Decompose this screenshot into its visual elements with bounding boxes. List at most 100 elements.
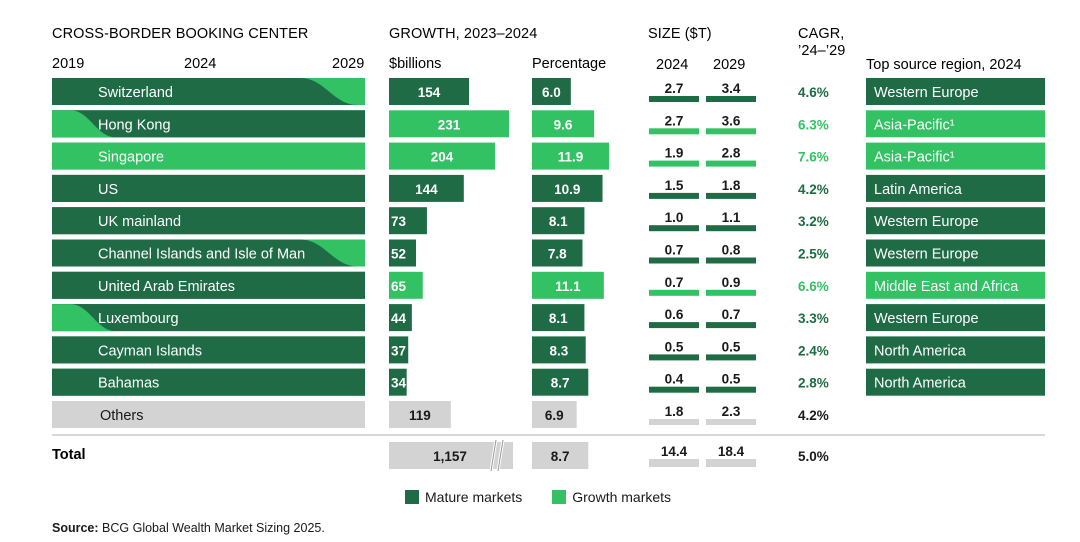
- cagr-label: 3.3%: [798, 311, 829, 326]
- region-box: [866, 110, 1045, 138]
- center-bar-fill: [52, 78, 365, 105]
- region-label: Asia-Pacific¹: [874, 150, 955, 166]
- billions-bar: [389, 401, 451, 428]
- percentage-bar: [532, 336, 586, 364]
- row-7: United Arab Emirates 65 11.1 0.7 0.9 6.6% Midd…: [52, 271, 1045, 299]
- size-2024-bar: [649, 128, 699, 135]
- size-2029-label: 0.9: [722, 275, 741, 290]
- region-box: [866, 174, 1045, 202]
- size-2024-bar: [649, 289, 699, 296]
- size-2029-bar: [706, 192, 756, 199]
- center-bar-2029: [300, 239, 365, 267]
- size-2024-bar: [649, 322, 699, 329]
- cagr-label: 4.2%: [798, 182, 829, 197]
- center-label: Switzerland: [98, 85, 173, 101]
- center-label: Singapore: [98, 150, 164, 166]
- size-2029-bar: [706, 322, 756, 329]
- header-center: CROSS-BORDER BOOKING CENTER: [52, 26, 308, 42]
- row-6: Channel Islands and Isle of Man 52 7.8 0.7 0…: [52, 239, 1045, 267]
- size-2029-label: 1.8: [722, 178, 741, 193]
- billions-bar: [389, 304, 412, 332]
- billions-bar: [389, 142, 495, 170]
- size-2024-label: 0.7: [665, 275, 684, 290]
- row-10: Bahamas 34 8.7 0.4 0.5 2.8% North America: [52, 368, 1045, 396]
- row-4: US 144 10.9 1.5 1.8 4.2% Latin America: [52, 174, 1045, 202]
- region-box: [866, 368, 1045, 396]
- header-year-2029: 2029: [332, 56, 364, 72]
- center-label: Hong Kong: [98, 117, 171, 133]
- percentage-label: 6.0: [542, 85, 561, 100]
- total-percentage-label: 8.7: [551, 449, 570, 464]
- size-2024-label: 0.6: [665, 307, 684, 322]
- region-box: [866, 239, 1045, 267]
- percentage-bar: [532, 78, 571, 105]
- size-2024-bar: [649, 257, 699, 264]
- center-bar-2019: [52, 304, 116, 332]
- source-note: Source: BCG Global Wealth Market Sizing …: [52, 521, 325, 535]
- cagr-label: 4.6%: [798, 85, 829, 100]
- billions-label: 231: [438, 117, 461, 132]
- size-2029-label: 0.5: [722, 372, 741, 387]
- row-9: Cayman Islands 37 8.3 0.5 0.5 2.4% North Ameri…: [52, 336, 1045, 364]
- center-label: UK mainland: [98, 214, 181, 230]
- row-3: Singapore 204 11.9 1.9 2.8 7.6% Asia-Pacific¹: [52, 142, 1045, 170]
- size-2024-label: 1.9: [665, 146, 684, 161]
- billions-label: 73: [391, 214, 407, 229]
- billions-label: 65: [391, 279, 407, 294]
- header-size-2029: 2029: [713, 57, 745, 73]
- billions-label: 154: [418, 85, 441, 100]
- row-2: Hong Kong 231 9.6 2.7 3.6 6.3% Asia-Pacific¹: [52, 110, 1045, 138]
- header-billions: $billions: [389, 56, 441, 72]
- billions-bar: [389, 174, 464, 202]
- size-2024-label: 2.7: [665, 113, 684, 128]
- size-2024-label: 1.5: [665, 178, 684, 193]
- cagr-label: 3.2%: [798, 214, 829, 229]
- center-bar-2019: [52, 336, 365, 364]
- cagr-label: 2.5%: [798, 247, 829, 262]
- total-size-2024-bar: [649, 459, 699, 467]
- percentage-label: 9.6: [554, 117, 573, 132]
- percentage-label: 8.3: [549, 343, 568, 358]
- percentage-label: 8.7: [551, 376, 570, 391]
- source-text: BCG Global Wealth Market Sizing 2025.: [102, 521, 325, 535]
- size-2029-label: 0.8: [722, 243, 741, 258]
- region-label: Western Europe: [874, 214, 979, 230]
- size-2024-label: 2.7: [665, 81, 684, 96]
- center-label: Bahamas: [98, 376, 159, 392]
- percentage-label: 8.1: [549, 311, 568, 326]
- legend-label-growth: Growth markets: [572, 489, 672, 505]
- legend-label-mature: Mature markets: [425, 489, 523, 505]
- center-label: US: [98, 182, 118, 198]
- billions-label: 37: [391, 343, 406, 358]
- billions-bar: [389, 368, 407, 396]
- size-2024-label: 1.0: [665, 210, 684, 225]
- total-size-2029-label: 18.4: [718, 444, 745, 459]
- size-2029-bar: [706, 225, 756, 232]
- cagr-label: 2.8%: [798, 376, 829, 391]
- percentage-label: 8.1: [549, 214, 568, 229]
- billions-bar: [389, 239, 417, 267]
- region-label: Western Europe: [874, 85, 979, 101]
- center-bar-2019: [52, 142, 365, 170]
- row-8: Luxembourg 44 8.1 0.6 0.7 3.3% Western Europe: [52, 304, 1045, 332]
- header-cagr-line2: ’24–’29: [798, 43, 845, 59]
- size-2024-label: 1.8: [665, 404, 684, 419]
- cagr-label: 4.2%: [798, 408, 829, 423]
- billions-label: 144: [415, 182, 438, 197]
- cagr-label: 6.3%: [798, 117, 829, 132]
- center-label: Channel Islands and Isle of Man: [98, 247, 305, 263]
- region-box: [866, 78, 1045, 105]
- size-2029-label: 1.1: [722, 210, 741, 225]
- size-2029-bar: [706, 354, 756, 361]
- center-bar-fill: [52, 304, 365, 332]
- size-2024-label: 0.7: [665, 243, 684, 258]
- percentage-label: 10.9: [554, 182, 580, 197]
- billions-bar: [389, 271, 423, 299]
- size-2029-label: 0.5: [722, 339, 741, 354]
- center-bar-2029: [300, 78, 365, 105]
- size-2029-bar: [706, 160, 756, 167]
- region-box: [866, 304, 1045, 332]
- legend: Mature markets Growth markets: [405, 489, 671, 505]
- cagr-label: 7.6%: [798, 150, 829, 165]
